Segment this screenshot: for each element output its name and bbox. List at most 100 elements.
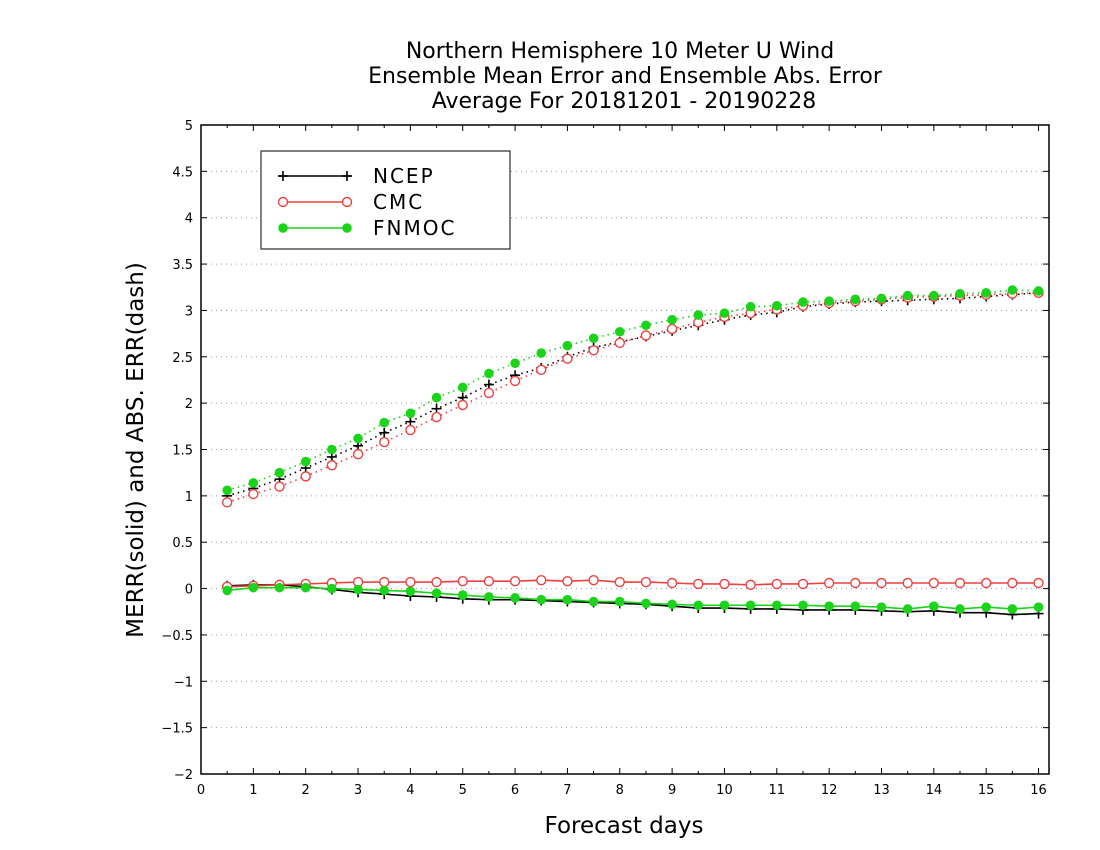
fnmoc-abs-err-point <box>719 308 730 319</box>
legend-label-cmc: CMC <box>373 190 424 214</box>
fnmoc-mean-err-point <box>300 582 311 593</box>
fnmoc-mean-err-point <box>745 600 756 611</box>
chart-title-line-1: Northern Hemisphere 10 Meter U Wind <box>406 39 834 64</box>
cmc-abs-err-point <box>666 323 678 335</box>
cmc-mean-err-point <box>588 575 599 586</box>
fnmoc-abs-err-point <box>510 358 520 369</box>
y-tick-label: 4.5 <box>172 165 193 180</box>
cmc-abs-err-point <box>614 337 625 349</box>
cmc-abs-err-point <box>379 436 390 448</box>
x-tick-label: 3 <box>354 783 362 798</box>
fnmoc-abs-err-point <box>876 293 887 304</box>
fnmoc-abs-err-point <box>405 408 416 419</box>
cmc-mean-err-point <box>536 575 547 586</box>
cmc-abs-err-point <box>300 471 311 482</box>
y-tick-label: 0 <box>185 583 193 598</box>
cmc-abs-err-point <box>483 387 495 399</box>
y-tick-label: 1.5 <box>172 444 193 459</box>
fnmoc-abs-err-point <box>1007 285 1018 295</box>
cmc-mean-err-line <box>227 579 1039 588</box>
fnmoc-abs-err-point <box>772 300 782 311</box>
cmc-mean-err-point <box>850 577 861 589</box>
fnmoc-mean-err-point <box>929 601 939 611</box>
x-tick-label: 12 <box>821 783 838 798</box>
fnmoc-abs-err-point <box>745 301 756 312</box>
ncep-abs-err-point <box>379 427 390 438</box>
fnmoc-abs-err-point <box>431 392 442 403</box>
cmc-mean-err-point <box>719 578 730 590</box>
fnmoc-mean-err-point <box>562 594 573 605</box>
cmc-mean-err-point <box>797 578 809 590</box>
cmc-mean-err-point <box>379 576 390 588</box>
fnmoc-mean-err-point <box>327 583 337 594</box>
fnmoc-mean-err-point <box>667 599 677 610</box>
fnmoc-mean-err-point <box>274 582 285 593</box>
cmc-abs-err-point <box>405 424 416 436</box>
cmc-mean-err-point <box>1007 577 1018 589</box>
fnmoc-abs-err-point <box>588 333 599 344</box>
cmc-abs-err-point <box>457 399 468 411</box>
fnmoc-mean-err-point <box>379 585 390 596</box>
cmc-mean-err-point <box>431 576 442 588</box>
fnmoc-abs-err-point <box>955 288 965 299</box>
y-axis-label: MERR(solid) and ABS. ERR(dash) <box>123 262 149 638</box>
cmc-abs-err-point <box>248 488 259 500</box>
cmc-mean-err-point <box>1033 577 1044 589</box>
fnmoc-mean-err-point <box>850 601 861 611</box>
cmc-mean-err-point <box>509 575 521 587</box>
fnmoc-abs-err-point <box>929 290 939 301</box>
fnmoc-abs-err-point <box>798 297 808 307</box>
legend-label-fnmoc: FNMOC <box>373 216 456 240</box>
y-tick-label: −0.5 <box>161 629 193 644</box>
fnmoc-mean-err-point <box>693 600 704 611</box>
legend-marker-cmc <box>277 196 289 208</box>
fnmoc-abs-err-point <box>850 294 861 305</box>
cmc-mean-err-point <box>745 579 756 591</box>
cmc-abs-err-point <box>221 497 233 508</box>
y-tick-label: 4 <box>185 212 193 227</box>
fnmoc-abs-err-point <box>1033 286 1044 296</box>
fnmoc-mean-err-point <box>614 596 625 607</box>
cmc-mean-err-point <box>457 575 468 587</box>
x-axis-label: Forecast days <box>545 813 704 839</box>
fnmoc-abs-err-point <box>484 368 494 379</box>
x-tick-label: 14 <box>926 783 943 798</box>
x-tick-label: 2 <box>302 783 310 798</box>
x-tick-label: 15 <box>978 783 995 798</box>
fnmoc-abs-err-point <box>641 320 651 331</box>
fnmoc-mean-err-point <box>510 593 520 603</box>
fnmoc-abs-err-point <box>667 314 677 325</box>
fnmoc-abs-err-point <box>379 417 390 428</box>
legend-marker-ncep <box>342 171 352 181</box>
x-tick-label: 6 <box>511 783 519 798</box>
fnmoc-abs-err-point <box>327 444 337 455</box>
y-tick-label: −1.5 <box>161 722 193 737</box>
cmc-abs-err-point <box>431 411 442 423</box>
x-tick-label: 5 <box>459 783 467 798</box>
fnmoc-mean-err-point <box>824 601 834 611</box>
x-tick-label: 13 <box>873 783 890 798</box>
cmc-mean-err-point <box>928 577 940 589</box>
fnmoc-abs-err-point <box>536 348 547 358</box>
fnmoc-mean-err-point <box>405 586 416 597</box>
cmc-mean-err-point <box>954 577 966 589</box>
fnmoc-mean-err-point <box>902 604 913 614</box>
fnmoc-abs-err-line <box>226 289 1039 492</box>
cmc-mean-err-point <box>640 576 652 588</box>
y-tick-label: −1 <box>174 675 193 690</box>
y-tick-label: −2 <box>174 768 193 783</box>
fnmoc-mean-err-point <box>955 604 965 614</box>
fnmoc-abs-err-point <box>614 326 625 337</box>
fnmoc-mean-err-point <box>772 600 782 611</box>
cmc-mean-err-point <box>980 577 992 589</box>
legend-marker-fnmoc <box>278 223 288 233</box>
chart-title-line-2: Ensemble Mean Error and Ensemble Abs. Er… <box>368 64 883 89</box>
fnmoc-abs-err-point <box>981 288 991 298</box>
y-tick-label: 3.5 <box>172 258 193 273</box>
cmc-mean-err-point <box>483 575 495 587</box>
cmc-mean-err-point <box>876 577 887 589</box>
fnmoc-abs-err-point <box>353 433 363 444</box>
fnmoc-abs-err-point <box>693 310 704 320</box>
fnmoc-abs-err-point <box>222 485 232 496</box>
